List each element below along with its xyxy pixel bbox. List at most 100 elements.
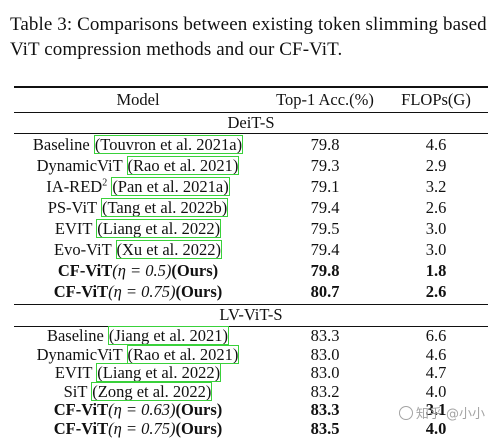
acc-cell: 79.8 — [310, 135, 340, 154]
section-lvvit-top-rule — [14, 304, 488, 305]
model-cell: Evo-ViT (Xu et al. 2022) — [14, 239, 262, 260]
model-eta: (η = 0.63) — [108, 400, 176, 419]
zhihu-logo-icon — [398, 406, 413, 420]
model-name: SiT — [63, 381, 92, 401]
model-name: IA-RED — [46, 177, 103, 196]
model-name: EVIT — [54, 363, 97, 382]
table-row-ours: CF-ViT(η = 0.75)(Ours) 80.7 2.6 — [14, 281, 488, 302]
model-name: Baseline — [46, 326, 108, 345]
header-row: Model Top-1 Acc.(%) FLOPs(G) — [14, 89, 488, 110]
flops-cell: 3.0 — [425, 240, 447, 259]
flops-cell: 4.0 — [425, 381, 447, 401]
model-name: PS-ViT — [47, 198, 101, 217]
citation-link[interactable]: (Rao et al. 2021) — [126, 344, 240, 364]
section-deit: DeiT-S — [227, 113, 275, 132]
model-name: Baseline — [32, 135, 94, 154]
flops-cell: 4.6 — [425, 135, 447, 154]
citation-link[interactable]: (Liang et al. 2022) — [96, 219, 222, 238]
flops-cell: 4.0 — [425, 418, 447, 438]
flops-cell: 4.6 — [425, 344, 447, 364]
ours-tag: (Ours) — [175, 282, 223, 301]
table-row: SiT (Zong et al. 2022) 83.2 4.0 — [14, 381, 488, 401]
table-row-ours: CF-ViT(η = 0.5)(Ours) 79.8 1.8 — [14, 260, 488, 281]
flops-cell: 4.7 — [425, 363, 447, 382]
citation-link[interactable]: (Tang et al. 2022b) — [100, 198, 229, 217]
citation-link[interactable]: (Liang et al. 2022) — [96, 363, 222, 382]
model-cell: Baseline (Touvron et al. 2021a) — [14, 134, 262, 155]
model-cell: CF-ViT(η = 0.75)(Ours) — [14, 419, 262, 438]
acc-cell: 79.1 — [310, 177, 340, 196]
model-cell: EVIT (Liang et al. 2022) — [14, 363, 262, 382]
flops-cell: 2.6 — [425, 198, 447, 217]
model-cell: CF-ViT(η = 0.5)(Ours) — [14, 260, 262, 281]
table-row: EVIT (Liang et al. 2022) 79.5 3.0 — [14, 218, 488, 239]
header-acc: Top-1 Acc.(%) — [276, 90, 374, 109]
citation-link[interactable]: (Rao et al. 2021) — [126, 156, 240, 175]
flops-cell: 2.6 — [425, 282, 447, 301]
model-name: DynamicViT — [36, 156, 127, 175]
model-name: Evo-ViT — [54, 240, 116, 259]
table-row: IA-RED2 (Pan et al. 2021a) 79.1 3.2 — [14, 176, 488, 197]
header-flops: FLOPs(G) — [401, 90, 471, 109]
acc-cell: 80.7 — [310, 282, 340, 301]
ours-tag: (Ours) — [171, 261, 219, 280]
table-row: Baseline (Jiang et al. 2021) 83.3 6.6 — [14, 326, 488, 345]
section-deit-rule — [14, 133, 488, 134]
watermark: 知乎 @小小 — [396, 403, 485, 422]
model-cell: IA-RED2 (Pan et al. 2021a) — [14, 176, 262, 197]
citation-link[interactable]: (Jiang et al. 2021) — [107, 326, 230, 345]
table-row: Baseline (Touvron et al. 2021a) 79.8 4.6 — [14, 134, 488, 155]
flops-cell: 3.0 — [425, 219, 447, 238]
acc-cell: 79.5 — [310, 219, 340, 238]
flops-cell: 3.1 — [425, 400, 447, 419]
model-name: CF-ViT — [53, 400, 109, 419]
model-name: CF-ViT — [57, 261, 113, 280]
table-row-ours: CF-ViT(η = 0.75)(Ours) 83.5 4.0 — [14, 419, 488, 438]
table-row-ours: CF-ViT(η = 0.63)(Ours) 83.3 3.1 — [14, 400, 488, 419]
model-name: EVIT — [54, 219, 97, 238]
table-row: DynamicViT (Rao et al. 2021) 79.3 2.9 — [14, 155, 488, 176]
acc-cell: 83.0 — [310, 344, 340, 364]
model-cell: SiT (Zong et al. 2022) — [14, 381, 262, 401]
model-eta: (η = 0.75) — [108, 418, 176, 438]
watermark-text: 知乎 @小小 — [415, 407, 485, 422]
table-row: EVIT (Liang et al. 2022) 83.0 4.7 — [14, 363, 488, 382]
acc-cell: 79.3 — [310, 156, 340, 175]
model-cell: EVIT (Liang et al. 2022) — [14, 218, 262, 239]
header-rule — [14, 112, 488, 113]
top-rule — [14, 86, 488, 88]
flops-cell: 1.8 — [425, 261, 447, 280]
acc-cell: 79.4 — [310, 240, 340, 259]
citation-link[interactable]: (Pan et al. 2021a) — [111, 177, 230, 196]
acc-cell: 79.4 — [310, 198, 340, 217]
model-name: CF-ViT — [53, 418, 109, 438]
ours-tag: (Ours) — [175, 400, 223, 419]
citation-link[interactable]: (Touvron et al. 2021a) — [93, 135, 244, 154]
acc-cell: 83.3 — [310, 326, 340, 345]
acc-cell: 79.8 — [310, 261, 340, 280]
flops-cell: 3.2 — [425, 177, 447, 196]
model-cell: CF-ViT(η = 0.63)(Ours) — [14, 400, 262, 419]
header-model: Model — [116, 90, 160, 109]
model-eta: (η = 0.75) — [108, 282, 176, 301]
model-cell: DynamicViT (Rao et al. 2021) — [14, 155, 262, 176]
table-row: PS-ViT (Tang et al. 2022b) 79.4 2.6 — [14, 197, 488, 218]
section-lvvit: LV-ViT-S — [219, 305, 283, 324]
acc-cell: 83.3 — [310, 400, 340, 419]
ours-tag: (Ours) — [175, 418, 223, 438]
model-cell: CF-ViT(η = 0.75)(Ours) — [14, 281, 262, 302]
model-superscript: 2 — [102, 177, 108, 189]
section-lvvit-rule — [14, 326, 488, 327]
flops-cell: 6.6 — [425, 326, 447, 345]
table-caption: Table 3: Comparisons between existing to… — [10, 14, 487, 60]
table-row: DynamicViT (Rao et al. 2021) 83.0 4.6 — [14, 344, 488, 364]
acc-cell: 83.5 — [310, 418, 340, 438]
acc-cell: 83.0 — [310, 363, 340, 382]
citation-link[interactable]: (Xu et al. 2022) — [115, 240, 222, 259]
table-row: Evo-ViT (Xu et al. 2022) 79.4 3.0 — [14, 239, 488, 260]
acc-cell: 83.2 — [310, 381, 340, 401]
citation-link[interactable]: (Zong et al. 2022) — [91, 381, 213, 401]
model-cell: PS-ViT (Tang et al. 2022b) — [14, 197, 262, 218]
model-cell: DynamicViT (Rao et al. 2021) — [14, 344, 262, 364]
model-eta: (η = 0.5) — [112, 261, 172, 280]
